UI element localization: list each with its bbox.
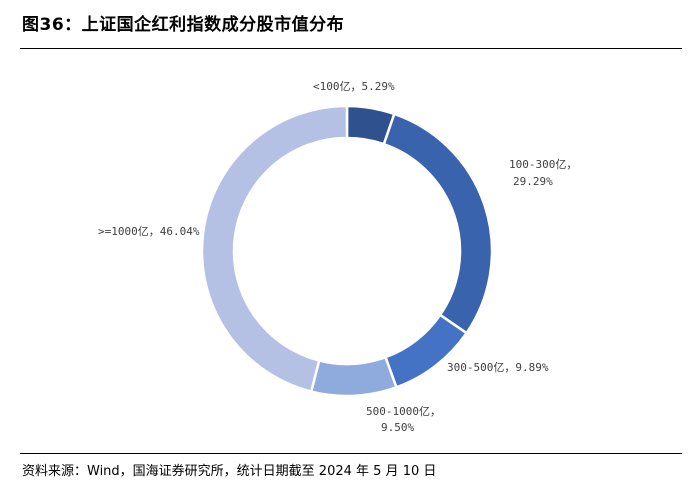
slice-label-4: >=1000亿，46.04% <box>98 225 200 238</box>
slice-label-1-line-0: 100-300亿， <box>509 158 577 171</box>
donut-slice-1 <box>382 112 494 335</box>
donut-slice-2 <box>383 313 469 389</box>
top-rule <box>20 48 682 50</box>
slice-label-0: <100亿，5.29% <box>313 80 395 93</box>
slice-label-1-line-1: 29.29% <box>513 175 553 188</box>
chart-title: 图36：上证国企红利指数成分股市值分布 <box>22 15 345 35</box>
donut-slice-3 <box>309 355 399 398</box>
slice-label-3-line-0: 500-1000亿， <box>366 405 441 418</box>
slice-label-2: 300-500亿，9.89% <box>447 361 549 374</box>
donut-slice-4 <box>200 104 349 394</box>
source-note: 资料来源：Wind，国海证券研究所，统计日期截至 2024 年 5 月 10 日 <box>22 464 437 479</box>
slice-label-3-line-1: 9.50% <box>381 421 414 434</box>
bottom-rule <box>20 453 682 455</box>
